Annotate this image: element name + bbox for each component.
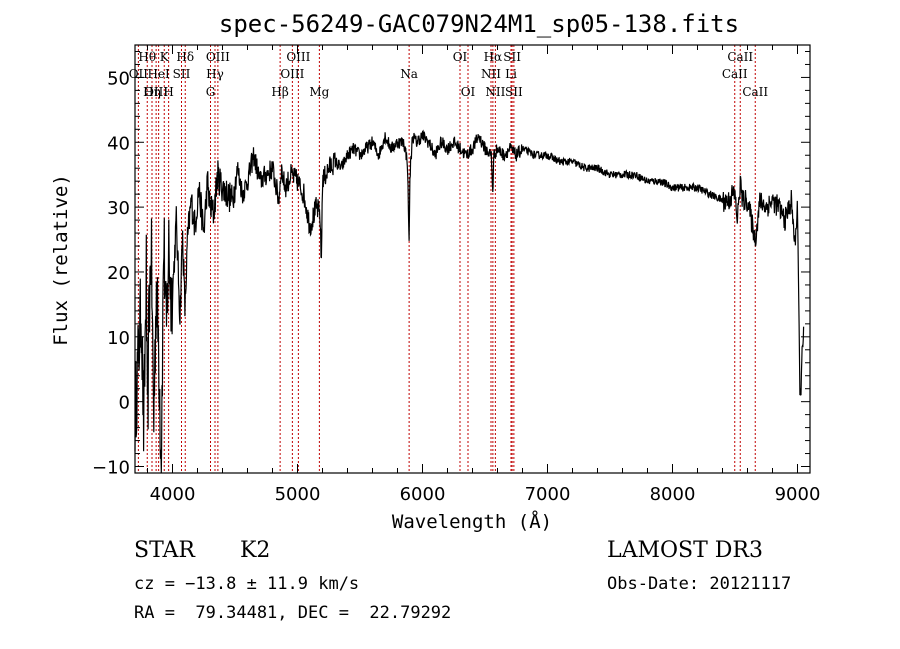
x-tick-label: 5000 bbox=[275, 484, 321, 505]
y-tick-label: 20 bbox=[107, 263, 130, 284]
y-tick-label: 50 bbox=[107, 68, 130, 89]
x-axis-label: Wavelength (Å) bbox=[392, 510, 552, 533]
x-tick-label: 6000 bbox=[400, 484, 446, 505]
y-axis-ticks: −10 0 10 20 30 40 50 bbox=[92, 50, 810, 479]
spectrum-line bbox=[134, 129, 805, 474]
line-marker-label: OII bbox=[129, 67, 149, 81]
line-marker-label: OIII bbox=[144, 85, 168, 99]
line-marker-label: G bbox=[206, 85, 216, 99]
line-marker-label: Na bbox=[400, 67, 418, 81]
chart-title: spec-56249-GAC079N24M1_sp05-138.fits bbox=[219, 10, 739, 38]
line-marker-label: Li bbox=[505, 67, 517, 81]
line-marker-label: Mg bbox=[309, 85, 329, 99]
y-tick-label: 30 bbox=[107, 198, 130, 219]
line-marker-label: SII bbox=[503, 50, 521, 64]
line-marker-label: SII bbox=[173, 67, 191, 81]
line-marker-label: OIII bbox=[206, 50, 230, 64]
line-marker-label: HeI bbox=[147, 67, 170, 81]
y-tick-label: 0 bbox=[119, 393, 130, 414]
observation-date: Obs-Date: 20121117 bbox=[607, 574, 792, 594]
line-marker-label: OI bbox=[461, 85, 476, 99]
line-marker-label: SII bbox=[505, 85, 523, 99]
y-tick-label: −10 bbox=[92, 458, 130, 479]
redshift-cz: cz = −13.8 ± 11.9 km/s bbox=[134, 574, 360, 594]
line-marker-label: OIII bbox=[286, 50, 310, 64]
x-axis-ticks: 4000 5000 6000 7000 8000 9000 bbox=[147, 45, 821, 505]
line-marker-label: Hη bbox=[143, 85, 161, 99]
line-marker-label: NII bbox=[485, 85, 505, 99]
y-tick-label: 40 bbox=[107, 133, 130, 154]
line-marker-label: Hδ bbox=[176, 50, 194, 64]
y-axis-label: Flux (relative) bbox=[50, 174, 72, 346]
line-marker-label: Hα bbox=[484, 50, 503, 64]
survey-name: LAMOST DR3 bbox=[607, 538, 763, 563]
line-marker-label: OI bbox=[453, 50, 468, 64]
line-marker-label: H bbox=[163, 85, 173, 99]
x-tick-label: 9000 bbox=[775, 484, 821, 505]
object-class: STAR bbox=[134, 538, 195, 563]
line-marker-label: K bbox=[160, 50, 170, 64]
coordinates: RA = 79.34481, DEC = 22.79292 bbox=[134, 603, 452, 623]
line-marker-label: Hβ bbox=[271, 85, 288, 99]
line-marker-label: Hγ bbox=[206, 67, 224, 81]
line-marker-label: OIII bbox=[280, 67, 304, 81]
line-marker-label: CaII bbox=[722, 67, 748, 81]
line-markers bbox=[137, 45, 756, 473]
line-marker-label: Hθ bbox=[138, 50, 156, 64]
plot-frame bbox=[134, 44, 811, 474]
x-tick-label: 7000 bbox=[525, 484, 571, 505]
object-subclass: K2 bbox=[240, 538, 271, 563]
line-marker-label: CaII bbox=[742, 85, 768, 99]
line-marker-label: NII bbox=[481, 67, 501, 81]
x-tick-label: 8000 bbox=[650, 484, 696, 505]
x-tick-label: 4000 bbox=[150, 484, 196, 505]
y-tick-label: 10 bbox=[107, 328, 130, 349]
line-marker-label: CaII bbox=[727, 50, 753, 64]
